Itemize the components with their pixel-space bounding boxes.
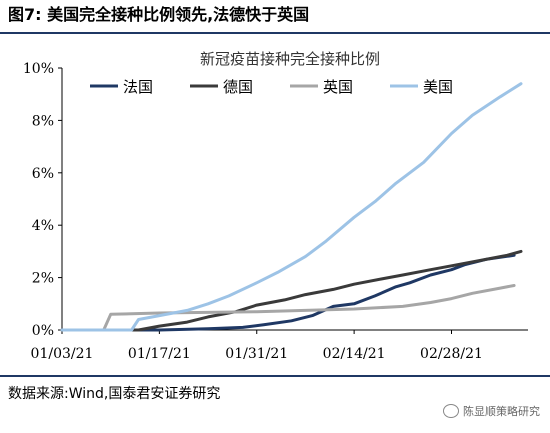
series-line-uk <box>60 284 516 332</box>
chart-area: 新冠疫苗接种完全接种比例 法国 德国 英国 美国 0% 2% 4% 6% 8% 10% 01/03… <box>0 36 550 372</box>
legend-label-us: 美国 <box>423 78 453 96</box>
y-tick-label: 0% <box>32 323 54 339</box>
legend: 法国 德国 英国 美国 <box>90 78 453 96</box>
wechat-icon <box>443 404 459 418</box>
figure-title: 图7: 美国完全接种比例领先,法德快于英国 <box>8 5 310 24</box>
vaccination-line-chart: 新冠疫苗接种完全接种比例 法国 德国 英国 美国 0% 2% 4% 6% 8% 10% 01/03… <box>23 50 528 362</box>
series-line-germany <box>60 249 523 332</box>
y-tick-label: 8% <box>32 113 54 129</box>
series-line-us <box>60 82 523 332</box>
x-tick-label: 02/28/21 <box>420 346 483 362</box>
y-tick-label: 10% <box>23 61 54 77</box>
y-tick-label: 6% <box>32 166 54 182</box>
watermark-text: 陈显顺策略研究 <box>463 405 540 418</box>
legend-label-germany: 德国 <box>223 78 253 96</box>
series-line-france <box>60 253 516 332</box>
title-rule <box>0 32 550 34</box>
axes: 0% 2% 4% 6% 8% 10% 01/03/21 01/17/21 01/31/21 02/… <box>23 61 528 362</box>
x-tick-label: 02/14/21 <box>323 346 386 362</box>
chart-title: 新冠疫苗接种完全接种比例 <box>200 50 380 68</box>
x-tick-label: 01/17/21 <box>128 346 191 362</box>
y-tick-label: 4% <box>32 218 54 234</box>
legend-label-france: 法国 <box>123 78 153 96</box>
series-layer <box>60 82 523 332</box>
x-tick-label: 01/31/21 <box>225 346 288 362</box>
source-note: 数据来源:Wind,国泰君安证券研究 <box>8 386 221 402</box>
y-tick-label: 2% <box>32 271 54 287</box>
watermark: 陈显顺策略研究 <box>443 403 540 419</box>
legend-label-uk: 英国 <box>323 78 353 96</box>
source-rule <box>0 375 550 377</box>
x-tick-label: 01/03/21 <box>31 346 94 362</box>
